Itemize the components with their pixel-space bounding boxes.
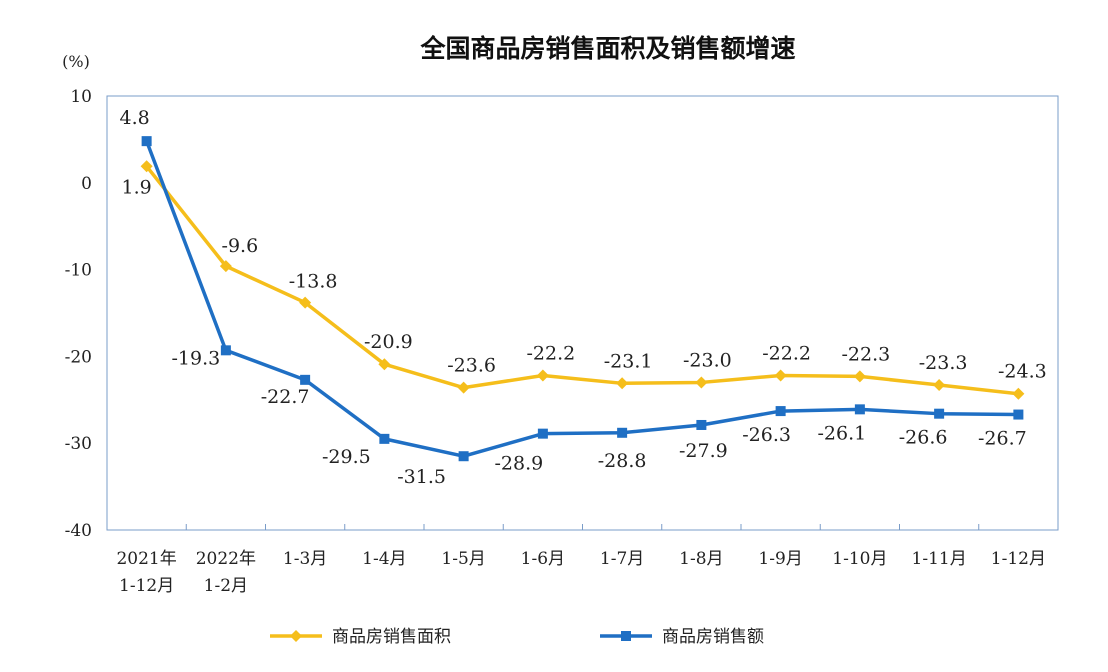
series-point-marker	[536, 369, 549, 382]
x-category-label: 1-11月	[912, 549, 967, 569]
legend-marker-1	[621, 631, 631, 641]
x-category-label: 1-3月	[283, 549, 327, 569]
x-category-label: 1-8月	[679, 549, 723, 569]
y-tick-label: -20	[65, 347, 92, 367]
series-point-marker	[774, 369, 787, 382]
x-category-label: 1-12月	[119, 576, 174, 596]
x-category-label: 2021年	[116, 549, 176, 569]
y-tick-label: -30	[65, 434, 92, 454]
data-label: 4.8	[120, 107, 150, 129]
data-label: -9.6	[222, 235, 259, 257]
series-point-marker	[140, 160, 153, 173]
data-label: -22.2	[762, 342, 811, 364]
x-category-label: 1-12月	[991, 549, 1046, 569]
data-label: -26.6	[899, 427, 948, 449]
series-line-1	[144, 140, 1019, 458]
series-point-marker	[775, 406, 786, 417]
data-label: -23.0	[683, 349, 732, 371]
legend-marker-0	[290, 630, 302, 642]
data-label: -26.7	[978, 428, 1027, 450]
data-label: -29.5	[322, 446, 371, 468]
x-category-label: 1-10月	[832, 549, 887, 569]
y-axis-unit-label: (%)	[62, 52, 90, 71]
series-layer	[140, 136, 1025, 462]
y-tick-label: 10	[70, 87, 92, 107]
data-label: -13.8	[289, 271, 338, 293]
series-point-marker	[537, 428, 548, 439]
series-point-marker	[933, 379, 946, 392]
series-point-marker	[379, 433, 390, 444]
series-point-marker	[458, 451, 469, 462]
data-label: -28.9	[495, 453, 544, 475]
data-label: -20.9	[364, 331, 413, 353]
data-label: 1.9	[122, 176, 152, 198]
x-axis-categories: 2021年 1-12月 2022年 1-2月 1-3月 1-4月 1-5月 1-6月 1-7月 1…	[116, 524, 1046, 596]
series-point-marker	[617, 427, 628, 438]
data-label: -23.6	[447, 355, 496, 377]
x-category-label: 1-6月	[521, 549, 565, 569]
legend-label: 商品房销售面积	[332, 627, 451, 647]
series-point-marker	[1012, 387, 1025, 400]
series-line-0	[145, 165, 1019, 396]
series-point-marker	[854, 404, 865, 415]
y-tick-label: -40	[65, 521, 92, 541]
series-point-marker	[299, 296, 312, 309]
data-label: -22.7	[261, 386, 310, 408]
data-label: -26.3	[742, 424, 791, 446]
series-point-marker	[219, 260, 232, 273]
series-point-marker	[220, 345, 231, 356]
x-category-label: 1-9月	[758, 549, 802, 569]
data-label: -23.1	[604, 350, 653, 372]
y-tick-label: 0	[81, 174, 92, 194]
series-point-marker	[300, 374, 311, 385]
legend-label: 商品房销售额	[662, 627, 764, 647]
data-label: -22.2	[527, 342, 576, 364]
data-labels: 1.9 -9.6 -13.8 -20.9 -23.6 -22.2 -23.1 -23.0 -22…	[120, 107, 1047, 488]
legend: 商品房销售面积 商品房销售额	[270, 627, 764, 647]
series-point-marker	[934, 408, 945, 419]
data-label: -27.9	[679, 440, 728, 462]
series-point-marker	[695, 376, 708, 389]
series-point-marker	[141, 136, 152, 147]
data-label: -22.3	[842, 343, 891, 365]
x-category-label: 1-4月	[362, 549, 406, 569]
plot-area-frame	[106, 95, 1059, 531]
series-point-marker	[378, 358, 391, 371]
data-label: -23.3	[919, 352, 968, 374]
data-label: -24.3	[998, 361, 1047, 383]
x-category-label: 2022年	[196, 549, 256, 569]
series-point-marker	[853, 370, 866, 383]
series-point-marker	[616, 377, 629, 390]
y-tick-label: -10	[65, 261, 92, 281]
data-label: -19.3	[172, 347, 221, 369]
series-point-marker	[1013, 409, 1024, 420]
x-category-label: 1-2月	[204, 576, 248, 596]
x-category-label: 1-5月	[441, 549, 485, 569]
chart-title: 全国商品房销售面积及销售额增速	[419, 34, 795, 63]
data-label: -31.5	[397, 466, 446, 488]
series-point-marker	[696, 419, 707, 430]
y-axis-ticks: 10 0 -10 -20 -30 -40	[65, 87, 92, 541]
series-point-marker	[457, 381, 470, 394]
x-category-label: 1-7月	[600, 549, 644, 569]
data-label: -26.1	[818, 422, 867, 444]
data-label: -28.8	[598, 450, 647, 472]
